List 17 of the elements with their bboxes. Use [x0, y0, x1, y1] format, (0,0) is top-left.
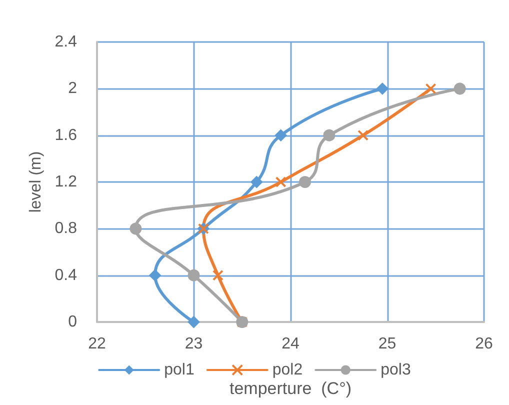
legend-label: pol1: [164, 362, 194, 378]
x-tick-label: 22: [88, 336, 106, 352]
y-tick-label: 1.2: [54, 174, 78, 190]
x-axis-title: temperture (C°): [229, 379, 352, 398]
y-tick-label: 2.4: [54, 34, 78, 50]
y-tick-label: 0: [68, 314, 78, 330]
x-tick-label: 24: [282, 336, 300, 352]
y-tick-label: 2: [68, 80, 78, 98]
y-tick-label: 1.6: [54, 126, 78, 144]
legend-label: pol3: [380, 362, 411, 378]
x-tick-label: 23: [184, 336, 203, 352]
y-tick-label: 0.8: [54, 220, 78, 238]
x-tick-label: 25: [378, 336, 396, 352]
legend-label: pol2: [272, 362, 303, 378]
x-tick-label: 26: [475, 336, 493, 352]
y-tick-label: 0.4: [54, 266, 78, 284]
y-axis-title: level (m): [27, 151, 44, 213]
